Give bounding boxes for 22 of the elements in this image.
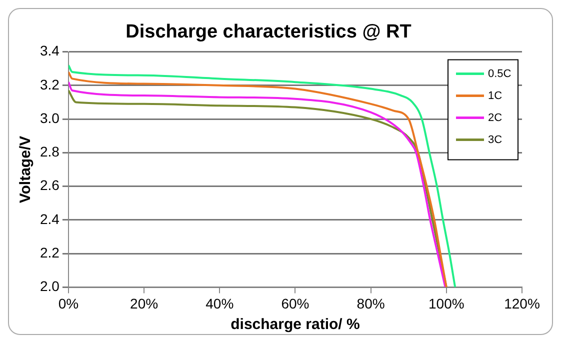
- chart-title: Discharge characteristics @ RT: [126, 22, 412, 43]
- y-tick-label: 2.8: [40, 144, 60, 160]
- x-tick-label: 60%: [281, 295, 310, 312]
- y-tick-label: 2.2: [40, 244, 60, 260]
- y-axis-title: Voltage/V: [17, 136, 34, 204]
- legend-label: 1C: [488, 90, 502, 102]
- y-tick-label: 2.0: [40, 278, 60, 294]
- y-tick-label: 2.6: [40, 177, 60, 194]
- y-tick-label: 3.0: [40, 110, 60, 126]
- x-tick-label: 80%: [356, 295, 385, 312]
- y-tick-label: 3.2: [40, 76, 60, 92]
- x-tick-label: 20%: [130, 295, 158, 312]
- legend-label: 2C: [488, 112, 502, 124]
- y-tick-label: 2.4: [40, 210, 60, 227]
- x-tick-label: 0%: [58, 295, 79, 312]
- x-tick-label: 40%: [206, 295, 234, 312]
- legend-label: 3C: [488, 134, 502, 146]
- x-tick-label: 120%: [504, 295, 540, 312]
- x-axis-title: discharge ratio/ %: [230, 316, 360, 334]
- legend-label: 0.5C: [488, 68, 512, 80]
- x-tick-label: 100%: [428, 295, 464, 312]
- y-tick-label: 3.4: [40, 42, 60, 59]
